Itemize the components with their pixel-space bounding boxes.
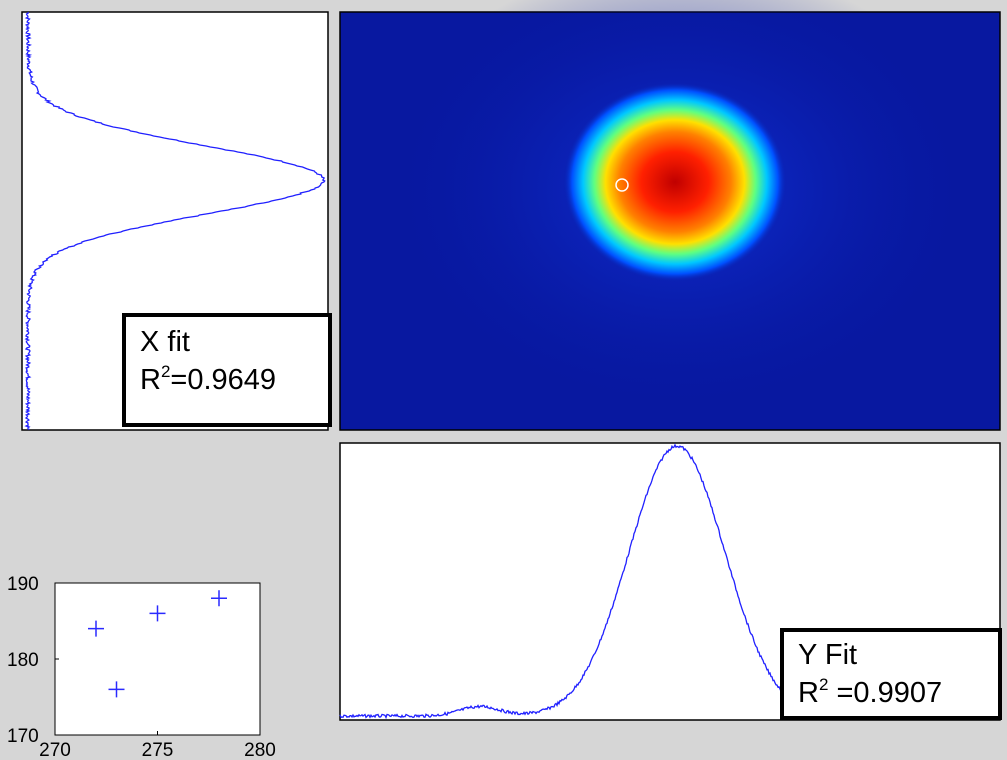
- x-fit-r2: R2=0.9649: [140, 361, 314, 399]
- x-tick-label: 275: [142, 740, 174, 760]
- y-fit-label: Y Fit: [798, 639, 858, 671]
- point: [88, 620, 104, 637]
- point: [108, 681, 125, 698]
- x-fit-box: X fit R2=0.9649: [122, 313, 332, 427]
- beam-spot: [563, 82, 787, 282]
- y-tick-label: 170: [7, 726, 39, 747]
- x-tick-label: 270: [39, 740, 71, 760]
- point: [211, 590, 227, 607]
- r2-value: =0.9907: [828, 677, 943, 709]
- r2-value: =0.9649: [170, 364, 277, 396]
- exponent: 2: [160, 362, 171, 381]
- point: [149, 605, 166, 622]
- r-symbol: R: [140, 364, 161, 396]
- y-fit-box: Y Fit R2 =0.9907: [780, 628, 1002, 720]
- y-fit-r2: R2 =0.9907: [798, 674, 984, 712]
- artifact: [615, 178, 629, 192]
- y-tick-label: 180: [7, 650, 39, 671]
- x-fit-label: X fit: [140, 326, 190, 358]
- x-profile-curve: [24, 11, 326, 431]
- exponent: 2: [818, 675, 829, 694]
- y-tick-label: 190: [7, 574, 39, 595]
- r-symbol: R: [798, 677, 819, 709]
- x-tick-label: 280: [244, 740, 276, 760]
